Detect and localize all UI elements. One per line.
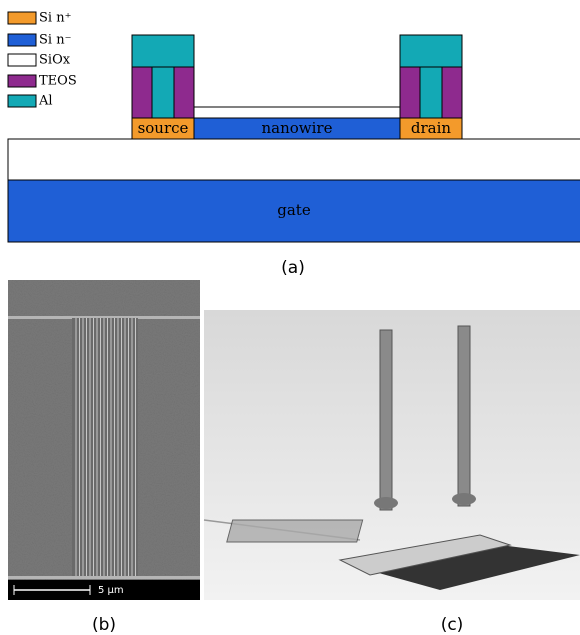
legend-label: Si n⁻	[39, 33, 71, 48]
oxide-layer	[8, 139, 580, 180]
caption-c: (c)	[441, 615, 464, 635]
caption-a: (a)	[281, 258, 305, 278]
caption-b: (b)	[92, 615, 116, 635]
siox-layer	[194, 107, 400, 118]
legend-swatch	[8, 95, 36, 107]
figure: Si n⁺ Si n⁻ SiOx TEOS Al source nanowire dra…	[0, 0, 580, 635]
nanowire-label: nanowire	[262, 119, 333, 137]
legend-label: Al	[38, 94, 53, 109]
source-stack	[132, 35, 194, 118]
device-photo	[204, 310, 580, 600]
legend-label: Si n⁺	[39, 11, 71, 26]
legend-swatch	[8, 54, 36, 66]
scale-bar-label: 5 μm	[98, 585, 124, 596]
source-label: source	[138, 119, 189, 137]
legend-swatch	[8, 75, 36, 87]
drain-label: drain	[411, 119, 452, 137]
legend-swatch	[8, 12, 36, 24]
legend-label: TEOS	[39, 74, 77, 89]
legend-swatch	[8, 34, 36, 46]
sem-image: 5 μm	[8, 280, 200, 600]
drain-stack	[400, 35, 462, 118]
legend: Si n⁺ Si n⁻ SiOx TEOS Al	[8, 11, 77, 109]
gate-label: gate	[277, 201, 311, 219]
legend-label: SiOx	[39, 53, 71, 68]
